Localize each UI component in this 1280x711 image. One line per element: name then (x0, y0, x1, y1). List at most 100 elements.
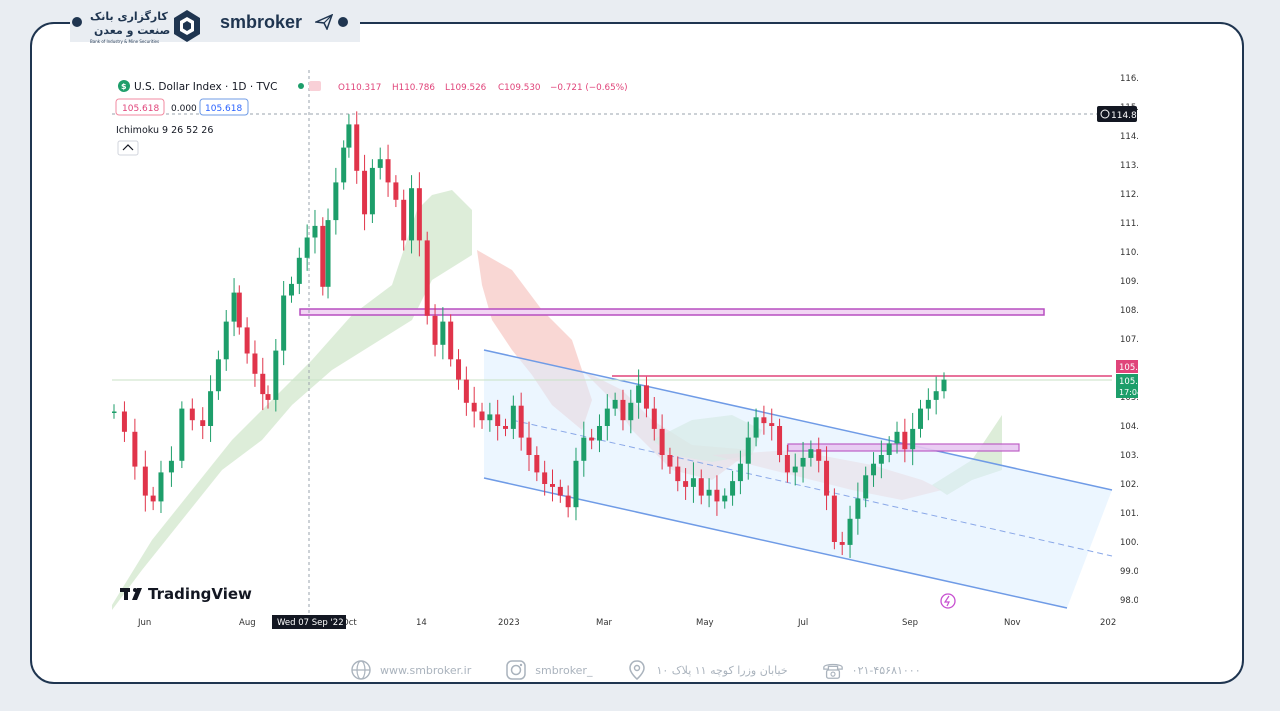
candle-up (231, 292, 237, 322)
time-tick-label: Nov (1004, 618, 1021, 628)
candle-down (320, 225, 326, 287)
candle-up (628, 402, 634, 421)
price-tick-label: 114.000 (1120, 132, 1138, 142)
candle-down (479, 411, 485, 421)
channel-lower-line (483, 477, 1068, 609)
phone-text: ۰۲۱-۴۵۶۸۱۰۰۰ (851, 663, 921, 677)
candle-down (565, 495, 571, 508)
candle-up (208, 391, 214, 426)
tradingview-logo-icon (120, 588, 142, 600)
symbol-title: U.S. Dollar Index · 1D · TVC (134, 81, 277, 93)
ichimoku-cloud-green-1 (112, 190, 472, 610)
price-tick-label: 109.000 (1120, 277, 1138, 287)
candle-down (698, 478, 704, 496)
candle-down (761, 417, 767, 424)
candle-up (690, 478, 696, 487)
candle-up (730, 481, 736, 496)
candle-down (831, 495, 837, 542)
candle-up (792, 466, 798, 473)
instagram-icon (506, 660, 526, 680)
candle-up (847, 518, 853, 545)
price-tick-label: 110.000 (1120, 248, 1138, 258)
candle-down (416, 188, 422, 241)
candle-down (643, 385, 649, 409)
alert-toggle[interactable] (309, 81, 321, 91)
candle-down (142, 466, 148, 496)
crosshair-price-text: 114.867 (1111, 111, 1138, 121)
price-tick-label: 99.000 (1120, 567, 1138, 577)
candle-up (273, 350, 279, 400)
candle-up (863, 475, 869, 499)
candle-up (573, 460, 579, 508)
candle-down (456, 359, 462, 380)
candle-up (612, 399, 618, 409)
candle-down (534, 455, 540, 473)
spread-text: 0.000 (171, 104, 197, 114)
market-open-indicator (298, 83, 304, 89)
candle-down (495, 414, 501, 426)
price-scale: 116.000 115.000 114.000 113.000 112.000 111.0… (1120, 74, 1155, 606)
time-tick-label: 14 (416, 618, 427, 628)
map-pin-icon (629, 660, 646, 680)
price-tick-label: 108.000 (1120, 306, 1138, 316)
price-tick-label: 100.000 (1120, 538, 1138, 548)
time-tick-label: Oct (342, 618, 357, 628)
resistance-zone-108 (299, 308, 1045, 316)
footer-instagram[interactable]: smbroker_ (505, 659, 592, 681)
time-scale: Jun Aug Oct 14 2023 Mar May Jul Sep Nov 202 (137, 618, 1116, 628)
price-tick-label: 107.000 (1120, 335, 1138, 345)
candle-down (236, 292, 242, 328)
candle-down (667, 455, 673, 467)
candle-down (463, 379, 469, 403)
buy-price-box[interactable] (199, 98, 249, 116)
candle-up (341, 147, 347, 183)
chart-svg: 116.000 115.000 114.000 113.000 112.000 111.0… (111, 70, 1155, 629)
price-tick-label: 98.000 (1120, 596, 1138, 606)
price-tick-label: 112.000 (1120, 190, 1138, 200)
candle-up (304, 237, 310, 258)
sell-price-box[interactable] (115, 98, 165, 116)
candle-down (557, 486, 563, 496)
footer-bar: www.smbroker.ir smbroker_ خیابان وزرا کو… (350, 656, 955, 684)
channel-fill (484, 350, 1112, 608)
collapse-indicators-button[interactable] (117, 140, 139, 156)
candle-up (878, 455, 884, 464)
candle-up (737, 463, 743, 482)
lightning-event-icon[interactable] (940, 593, 956, 609)
footer-address: خیابان وزرا کوچه ۱۱ پلاک ۱۰ (626, 659, 788, 681)
lightning-glyph-icon (943, 595, 950, 607)
candle-down (471, 402, 477, 412)
candle-up (596, 426, 602, 441)
buy-price-text: 105.618 (205, 104, 242, 114)
candle-down (777, 426, 783, 455)
candle-up (871, 463, 877, 476)
candle-up (706, 489, 712, 496)
footer-phone[interactable]: ۰۲۱-۴۵۶۸۱۰۰۰ (822, 659, 921, 681)
footer-website[interactable]: www.smbroker.ir (350, 659, 471, 681)
channel-upper-line (483, 349, 1113, 491)
candle-up (179, 408, 185, 461)
candle-down (839, 542, 845, 545)
time-tick-label: 2023 (498, 618, 520, 628)
globe-icon (351, 660, 371, 680)
candle-up (288, 283, 294, 296)
candle-down (683, 481, 689, 487)
candle-down (385, 159, 391, 183)
price-tick-label: 113.000 (1120, 161, 1138, 171)
candle-down (542, 472, 548, 484)
candle-up (377, 159, 383, 168)
candle-up (604, 408, 610, 426)
candle-down (200, 420, 206, 426)
time-tick-label: Sep (902, 618, 918, 628)
candle-up (925, 399, 931, 409)
candle-up (409, 188, 415, 241)
ohlc-open: O110.317 (338, 83, 381, 93)
logo-english: Bank of Industry & Mine Securities (90, 39, 160, 44)
candle-up (312, 225, 318, 238)
candle-down (189, 408, 195, 421)
candle-down (401, 199, 407, 241)
candle-down (503, 426, 509, 429)
crosshair-price-tag-icon (1100, 109, 1110, 119)
candle-down (784, 455, 790, 473)
tradingview-watermark: TradingView (148, 585, 252, 603)
